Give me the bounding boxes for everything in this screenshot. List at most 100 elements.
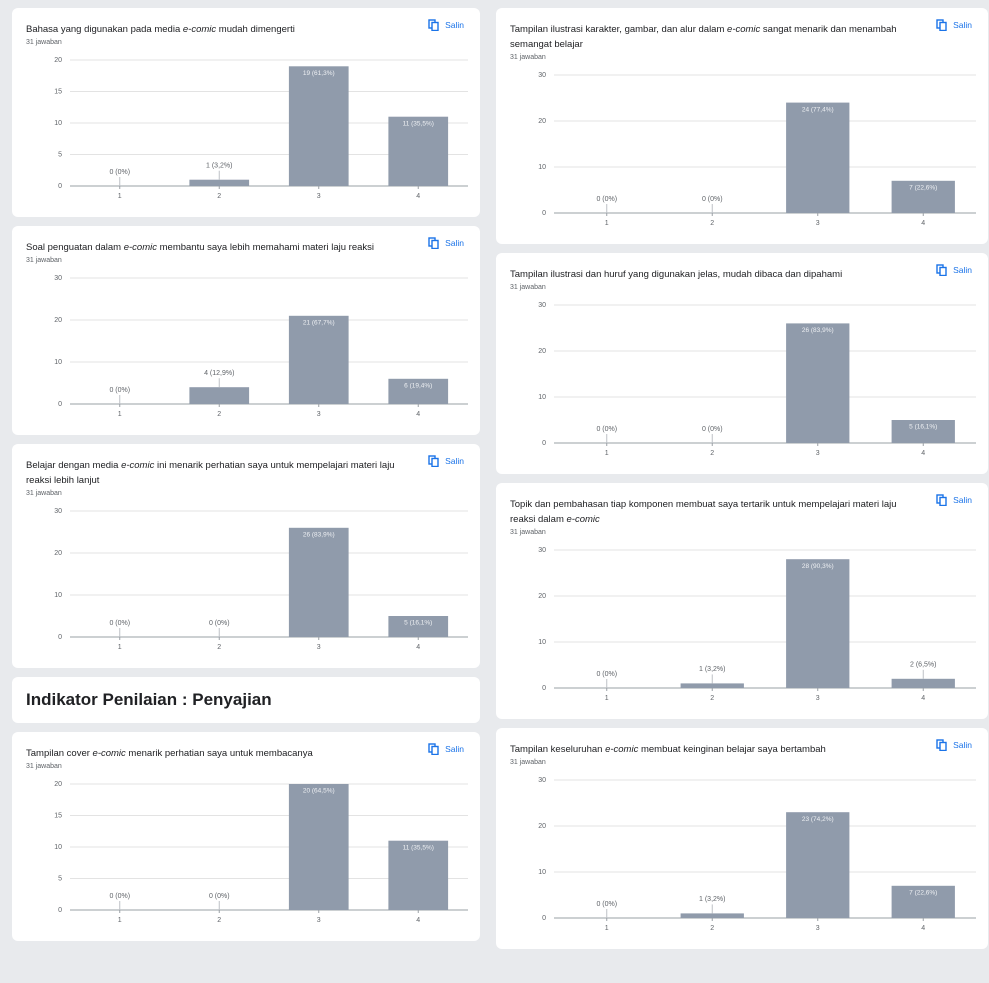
copy-label: Salin	[953, 265, 972, 275]
value-label: 0 (0%)	[209, 620, 230, 627]
title-part: Tampilan keseluruhan	[510, 744, 606, 755]
copy-button[interactable]: Salin	[428, 455, 464, 467]
bar	[288, 315, 349, 404]
copy-label: Salin	[445, 456, 464, 466]
x-tick-label: 1	[605, 695, 609, 702]
bar	[891, 420, 955, 443]
response-count: 31 jawaban	[26, 257, 62, 264]
y-tick-label: 20	[538, 593, 546, 600]
y-tick-label: 10	[538, 639, 546, 646]
value-label: 11 (35,5%)	[403, 844, 434, 851]
y-tick-label: 20	[538, 348, 546, 355]
x-tick-label: 1	[605, 450, 609, 457]
x-tick-label: 1	[118, 644, 122, 651]
response-count: 31 jawaban	[510, 759, 546, 766]
y-tick-label: 0	[58, 401, 62, 408]
y-tick-label: 20	[538, 118, 546, 125]
y-tick-label: 10	[538, 394, 546, 401]
copy-button[interactable]: Salin	[936, 264, 972, 276]
bar	[288, 784, 349, 910]
copy-button[interactable]: Salin	[936, 19, 972, 31]
copy-label: Salin	[445, 20, 464, 30]
value-label: 1 (3,2%)	[699, 666, 725, 673]
copy-button[interactable]: Salin	[428, 743, 464, 755]
y-tick-label: 0	[58, 183, 62, 190]
y-tick-label: 20	[54, 317, 62, 324]
card-title: Topik dan pembahasan tiap komponen membu…	[496, 497, 988, 527]
y-tick-label: 30	[54, 275, 62, 282]
copy-button[interactable]: Salin	[936, 494, 972, 506]
chart-card: Tampilan cover e-comic menarik perhatian…	[12, 732, 480, 941]
bar-chart: 0 10 20 30 1 0 (0%) 2 1 (3,2%) 3 28 (90,3%) 4 2 (6,…	[538, 547, 976, 702]
response-count: 31 jawaban	[26, 39, 62, 46]
x-tick-label: 3	[816, 220, 820, 227]
chart-card: Topik dan pembahasan tiap komponen membu…	[496, 483, 988, 719]
x-tick-label: 1	[118, 411, 122, 418]
y-tick-label: 0	[58, 907, 62, 914]
x-tick-label: 3	[317, 193, 321, 200]
title-part: sangat menarik dan menambah semangat bel…	[510, 24, 897, 50]
title-part: e-comic	[605, 744, 639, 755]
y-tick-label: 0	[542, 915, 546, 922]
title-part: e-comic	[92, 748, 126, 759]
title-part: mudah dimengerti	[216, 24, 295, 35]
value-label: 0 (0%)	[109, 620, 130, 627]
copy-label: Salin	[953, 20, 972, 30]
title-part: Soal penguatan dalam	[26, 242, 124, 253]
value-label: 11 (35,5%)	[403, 120, 434, 127]
title-part: Bahasa yang digunakan pada media	[26, 24, 183, 35]
bar	[786, 812, 850, 918]
copy-label: Salin	[445, 238, 464, 248]
value-label: 2 (6,5%)	[910, 662, 936, 669]
y-tick-label: 0	[542, 685, 546, 692]
x-tick-label: 4	[921, 450, 925, 457]
bar	[388, 378, 449, 404]
chart-card: Tampilan ilustrasi dan huruf yang diguna…	[496, 253, 988, 474]
icon-front	[431, 457, 439, 467]
y-tick-label: 5	[58, 151, 62, 158]
left-column: Bahasa yang digunakan pada media e-comic…	[12, 8, 480, 950]
title-part: e-comic	[566, 514, 600, 525]
bar-chart: 0 5 10 15 20 1 0 (0%) 2 0 (0%) 3 20 (64,5%) 4 11 (35…	[54, 781, 468, 924]
x-tick-label: 1	[605, 925, 609, 932]
y-tick-label: 30	[538, 72, 546, 79]
title-part: e-comic	[727, 24, 761, 35]
copy-icon	[936, 19, 947, 31]
y-tick-label: 30	[54, 508, 62, 515]
copy-icon	[428, 743, 439, 755]
copy-button[interactable]: Salin	[428, 237, 464, 249]
copy-button[interactable]: Salin	[428, 19, 464, 31]
value-label: 4 (12,9%)	[204, 370, 234, 377]
title-part: Topik dan pembahasan tiap komponen membu…	[510, 499, 897, 525]
bar-chart: 0 10 20 30 1 0 (0%) 2 1 (3,2%) 3 23 (74,2%) 4 7 (22…	[538, 777, 976, 932]
chart-card: Bahasa yang digunakan pada media e-comic…	[12, 8, 480, 217]
y-tick-label: 20	[538, 823, 546, 830]
x-tick-label: 2	[217, 917, 221, 924]
bar	[786, 102, 850, 213]
x-tick-label: 4	[416, 917, 420, 924]
response-count: 31 jawaban	[26, 763, 62, 770]
copy-icon	[428, 455, 439, 467]
card-title: Belajar dengan media e-comic ini menarik…	[12, 458, 480, 488]
title-part: membantu saya lebih memahami materi laju…	[156, 242, 374, 253]
chart-card: Tampilan ilustrasi karakter, gambar, dan…	[496, 8, 988, 244]
copy-icon	[428, 237, 439, 249]
x-tick-label: 2	[217, 644, 221, 651]
x-tick-label: 2	[217, 411, 221, 418]
y-tick-label: 20	[54, 550, 62, 557]
y-tick-label: 10	[54, 592, 62, 599]
copy-icon	[936, 739, 947, 751]
value-label: 0 (0%)	[702, 196, 723, 203]
copy-button[interactable]: Salin	[936, 739, 972, 751]
copy-icon	[936, 264, 947, 276]
value-label: 0 (0%)	[109, 893, 130, 900]
title-part: ini menarik perhatian saya untuk mempela…	[26, 460, 395, 486]
value-label: 26 (83,9%)	[802, 327, 834, 334]
icon-front	[431, 21, 439, 31]
card-title: Tampilan cover e-comic menarik perhatian…	[12, 746, 480, 761]
copy-label: Salin	[445, 744, 464, 754]
value-label: 23 (74,2%)	[802, 816, 834, 823]
title-part: menarik perhatian saya untuk membacanya	[125, 748, 313, 759]
x-tick-label: 4	[921, 220, 925, 227]
card-title: Tampilan ilustrasi dan huruf yang diguna…	[496, 267, 988, 282]
